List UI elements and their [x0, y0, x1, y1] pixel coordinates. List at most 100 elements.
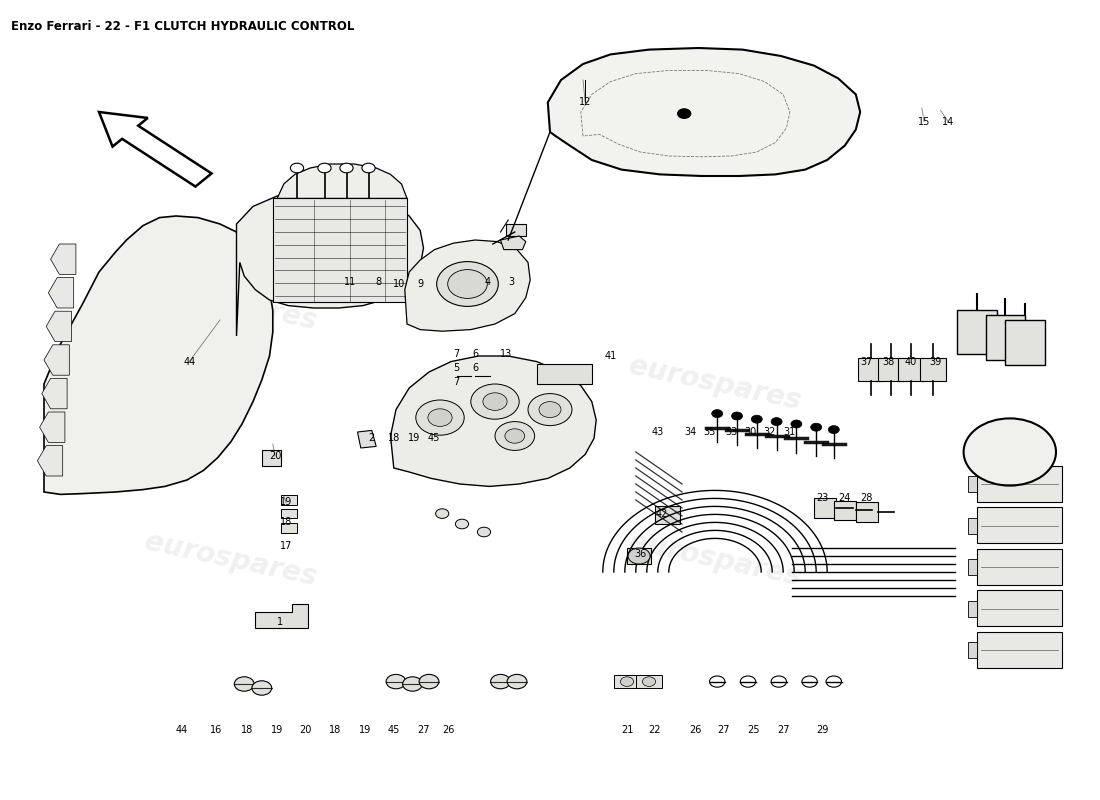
Text: 16: 16	[209, 725, 222, 734]
Text: 43: 43	[651, 427, 664, 437]
Polygon shape	[977, 466, 1062, 502]
Circle shape	[710, 676, 725, 687]
Text: 38: 38	[882, 357, 895, 366]
Circle shape	[362, 163, 375, 173]
Circle shape	[419, 674, 439, 689]
Text: 7: 7	[453, 378, 460, 387]
Text: 45: 45	[427, 434, 440, 443]
Polygon shape	[920, 358, 946, 381]
Polygon shape	[968, 559, 977, 575]
Text: 27: 27	[417, 725, 430, 734]
Polygon shape	[968, 518, 977, 534]
Polygon shape	[280, 495, 297, 505]
Text: 45: 45	[387, 725, 400, 734]
Text: 20: 20	[299, 725, 312, 734]
Text: 19: 19	[271, 725, 284, 734]
Polygon shape	[858, 358, 884, 381]
Circle shape	[620, 677, 634, 686]
Text: 13: 13	[499, 349, 513, 358]
Polygon shape	[255, 604, 308, 628]
Circle shape	[771, 418, 782, 426]
Text: 27: 27	[717, 725, 730, 734]
Text: 36: 36	[634, 549, 647, 558]
Polygon shape	[977, 507, 1062, 543]
Text: 3: 3	[508, 277, 515, 286]
Polygon shape	[814, 498, 836, 518]
Circle shape	[437, 262, 498, 306]
Circle shape	[826, 676, 842, 687]
Polygon shape	[968, 601, 977, 617]
Text: 9: 9	[417, 279, 424, 289]
Polygon shape	[878, 358, 904, 381]
Text: 12: 12	[579, 98, 592, 107]
Text: 11: 11	[343, 277, 356, 286]
Circle shape	[448, 270, 487, 298]
Text: 15: 15	[917, 117, 931, 126]
Polygon shape	[51, 244, 76, 274]
Circle shape	[791, 420, 802, 428]
Text: 18: 18	[279, 517, 293, 526]
Text: eurospares: eurospares	[142, 528, 320, 592]
Text: 18: 18	[241, 725, 254, 734]
Text: 24: 24	[838, 493, 851, 502]
Polygon shape	[500, 236, 526, 250]
Circle shape	[483, 393, 507, 410]
Circle shape	[403, 677, 422, 691]
Circle shape	[252, 681, 272, 695]
Polygon shape	[277, 164, 407, 198]
Polygon shape	[506, 224, 526, 236]
Circle shape	[428, 409, 452, 426]
Text: 33: 33	[725, 427, 738, 437]
Circle shape	[471, 384, 519, 419]
Polygon shape	[548, 48, 860, 176]
Text: eurospares: eurospares	[626, 528, 804, 592]
Polygon shape	[636, 675, 662, 688]
Circle shape	[495, 422, 535, 450]
Circle shape	[477, 527, 491, 537]
Circle shape	[340, 163, 353, 173]
Circle shape	[436, 509, 449, 518]
Polygon shape	[390, 356, 596, 486]
Circle shape	[751, 415, 762, 423]
Text: 23: 23	[816, 493, 829, 502]
Text: 14: 14	[942, 117, 955, 126]
Text: 10: 10	[393, 279, 406, 289]
Polygon shape	[236, 190, 424, 336]
Text: 18: 18	[387, 434, 400, 443]
Circle shape	[505, 429, 525, 443]
Text: 42: 42	[656, 509, 669, 518]
Text: 6: 6	[472, 349, 478, 358]
FancyArrow shape	[99, 112, 211, 186]
Circle shape	[318, 163, 331, 173]
Polygon shape	[986, 315, 1025, 360]
Polygon shape	[977, 590, 1062, 626]
Polygon shape	[273, 198, 407, 302]
Text: 37: 37	[860, 357, 873, 366]
Text: 31: 31	[783, 427, 796, 437]
Text: 5: 5	[453, 363, 460, 373]
Circle shape	[416, 400, 464, 435]
Circle shape	[740, 676, 756, 687]
Text: 41: 41	[604, 351, 617, 361]
Text: 25: 25	[747, 725, 760, 734]
Text: 2: 2	[368, 434, 375, 443]
Text: 6: 6	[472, 363, 478, 373]
Text: 1: 1	[277, 618, 284, 627]
Polygon shape	[280, 523, 297, 533]
Polygon shape	[614, 675, 640, 688]
Polygon shape	[834, 501, 856, 520]
Text: eurospares: eurospares	[626, 352, 804, 416]
Polygon shape	[44, 216, 273, 494]
Polygon shape	[48, 278, 74, 308]
Polygon shape	[537, 364, 592, 384]
Text: 39: 39	[928, 357, 942, 366]
Text: 20: 20	[268, 451, 282, 461]
Text: 44: 44	[183, 357, 196, 366]
Text: 32: 32	[763, 427, 777, 437]
Polygon shape	[968, 476, 977, 492]
Text: 18: 18	[329, 725, 342, 734]
Circle shape	[455, 519, 469, 529]
Polygon shape	[405, 240, 530, 331]
Circle shape	[811, 423, 822, 431]
Circle shape	[539, 402, 561, 418]
